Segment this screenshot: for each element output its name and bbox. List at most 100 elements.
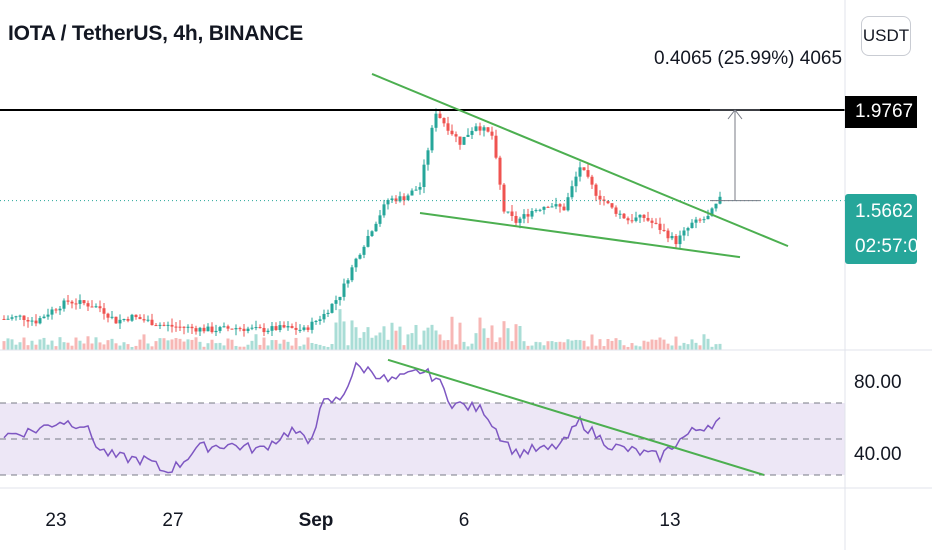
candle-body xyxy=(578,167,582,177)
date-label-13: 13 xyxy=(659,510,681,531)
volume-bar xyxy=(626,346,630,350)
bar-countdown: 02:57:00 xyxy=(855,236,929,257)
volume-bar xyxy=(270,340,274,350)
volume-bar xyxy=(122,342,126,350)
volume-bar xyxy=(6,338,10,350)
candle-body xyxy=(322,313,326,320)
volume-bar xyxy=(410,333,414,350)
candle-body xyxy=(382,204,386,216)
candle-body xyxy=(346,280,350,284)
volume-bar xyxy=(686,344,690,350)
volume-bar xyxy=(438,334,442,350)
volume-bar xyxy=(298,346,302,350)
candle-body xyxy=(414,189,418,191)
volume-bar xyxy=(38,339,42,350)
date-label-23: 23 xyxy=(45,510,67,531)
candle-body xyxy=(306,327,310,330)
volume-bar xyxy=(150,346,154,350)
candle-body xyxy=(454,134,458,137)
volume-bar xyxy=(494,342,498,350)
candle-body xyxy=(474,126,478,131)
rsi-trendline xyxy=(387,358,765,476)
candlestick-series xyxy=(2,108,722,337)
volume-bar xyxy=(422,330,426,350)
candle-body xyxy=(2,318,6,320)
volume-bar xyxy=(378,332,382,350)
volume-bar xyxy=(450,316,454,350)
candle-body xyxy=(246,328,250,331)
volume-bar xyxy=(62,342,66,350)
candle-body xyxy=(198,327,202,332)
candle-body xyxy=(234,328,238,330)
volume-bar xyxy=(646,341,650,350)
candle-body xyxy=(286,326,290,328)
candle-body xyxy=(506,211,510,213)
candle-body xyxy=(538,209,542,211)
volume-bar xyxy=(702,334,706,350)
chart-title: IOTA / TetherUS, 4h, BINANCE xyxy=(8,22,304,45)
candle-body xyxy=(406,195,410,201)
candle-body xyxy=(206,326,210,332)
volume-bar xyxy=(78,340,82,350)
last-price-tag: 1.5662 02:57:00 xyxy=(845,194,929,264)
candle-body xyxy=(142,319,146,321)
candle-body xyxy=(434,113,438,128)
volume-bar xyxy=(242,346,246,350)
candle-body xyxy=(58,308,62,311)
candle-body xyxy=(386,200,390,205)
volume-bar xyxy=(258,344,262,350)
volume-bar xyxy=(714,344,718,350)
candle-body xyxy=(378,215,382,224)
volume-bar xyxy=(546,341,550,350)
candle-body xyxy=(362,246,366,255)
volume-bar xyxy=(650,339,654,350)
volume-bar xyxy=(90,343,94,350)
candle-body xyxy=(154,325,158,327)
candle-body xyxy=(6,318,10,320)
volume-bar xyxy=(314,343,318,350)
candle-body xyxy=(30,320,34,322)
candle-body xyxy=(70,301,74,304)
volume-bar xyxy=(366,327,370,350)
candle-body xyxy=(710,208,714,216)
volume-bar xyxy=(606,338,610,350)
volume-bar xyxy=(98,342,102,350)
candle-body xyxy=(42,316,46,319)
candle-body xyxy=(502,184,506,212)
candle-body xyxy=(410,190,414,196)
candle-body xyxy=(146,319,150,321)
volume-bar xyxy=(630,343,634,350)
candle-body xyxy=(562,206,566,211)
volume-bar xyxy=(118,345,122,350)
candle-body xyxy=(266,330,270,333)
candle-body xyxy=(634,217,638,221)
candle-body xyxy=(222,326,226,328)
volume-bar xyxy=(390,322,394,350)
candle-body xyxy=(654,222,658,224)
candle-body xyxy=(94,306,98,308)
date-label-6: 6 xyxy=(458,510,470,531)
volume-bar xyxy=(466,346,470,350)
candle-body xyxy=(682,230,686,236)
volume-bar xyxy=(142,334,146,350)
volume-bar xyxy=(490,325,494,350)
volume-bar xyxy=(414,324,418,350)
volume-bar xyxy=(350,320,354,350)
candle-body xyxy=(182,326,186,328)
candle-body xyxy=(98,306,102,309)
candle-body xyxy=(690,222,694,229)
candle-body xyxy=(14,316,18,318)
candle-body xyxy=(422,164,426,187)
volume-bar xyxy=(522,341,526,350)
candle-body xyxy=(50,309,54,315)
candle-body xyxy=(494,135,498,158)
candle-body xyxy=(162,324,166,326)
measure-arrow-head xyxy=(727,109,743,120)
candle-body xyxy=(106,313,110,318)
candle-body xyxy=(26,320,30,322)
currency-button[interactable]: USDT xyxy=(861,16,911,56)
volume-bar xyxy=(398,326,402,350)
volume-bar xyxy=(254,334,258,350)
candle-body xyxy=(326,312,330,314)
